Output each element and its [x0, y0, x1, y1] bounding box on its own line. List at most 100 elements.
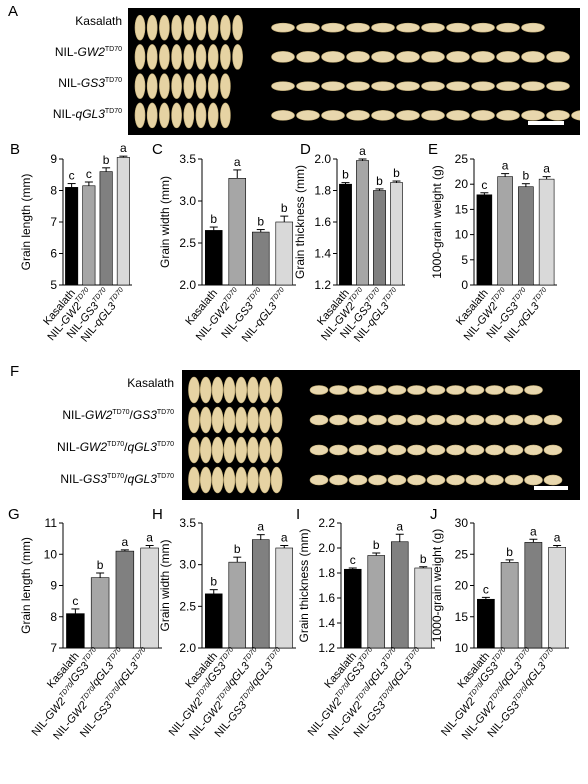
- grain-seed: [146, 73, 158, 99]
- grain-seed: [259, 436, 271, 464]
- photo-a-row-label-gs3: NIL-GS3TD70: [58, 76, 122, 90]
- panel-letter-i: I: [296, 506, 301, 523]
- grain-seed: [396, 110, 420, 121]
- grain-seed: [259, 406, 271, 434]
- significance-letter: b: [97, 558, 104, 572]
- grain-seed: [524, 414, 543, 426]
- grain-seed: [183, 14, 195, 41]
- category-gene: GS3: [499, 699, 523, 724]
- bar: [497, 176, 513, 286]
- grain-seed: [188, 376, 200, 404]
- y-tick-label: 11: [45, 516, 58, 530]
- category-slash: /: [66, 676, 78, 687]
- grain-seed: [188, 406, 200, 434]
- y-tick-label: 1.6: [314, 215, 331, 229]
- grain-seed: [407, 414, 426, 426]
- grain-seed: [195, 44, 207, 70]
- y-tick-label: 3.5: [179, 152, 196, 166]
- photo-a-row-label-kasalath: Kasalath: [75, 14, 122, 28]
- significance-letter: c: [481, 178, 487, 192]
- category-sup: TD70: [109, 286, 125, 304]
- grain-seed: [496, 110, 520, 121]
- grain-seed: [421, 51, 445, 63]
- bar: [538, 178, 555, 286]
- photo-f-row-label-gs3-qgl3: NIL-GS3TD70/qGL3TD70: [60, 472, 174, 486]
- y-tick-label: 30: [455, 516, 469, 530]
- y-tick-label: 1.8: [314, 184, 331, 198]
- row-label-part: GS3: [83, 472, 108, 486]
- category-sup: TD70: [491, 646, 507, 664]
- category-gene: qGL3: [115, 659, 142, 688]
- category-slash: /: [113, 680, 125, 691]
- grain-seed: [368, 474, 387, 486]
- grain-seed: [521, 51, 545, 63]
- panel-letter-j: J: [430, 506, 438, 523]
- grain-seed: [426, 414, 446, 426]
- panel-letter-f: F: [10, 363, 20, 380]
- y-tick-label: 3.5: [179, 516, 196, 530]
- grain-seed: [259, 466, 271, 494]
- y-tick-label: 6: [50, 247, 57, 261]
- grain-seed: [247, 436, 259, 464]
- bar: [204, 593, 223, 649]
- grain-seed: [223, 406, 236, 434]
- photo-f-row-label-kasalath: Kasalath: [127, 376, 174, 390]
- significance-letter: b: [506, 545, 513, 559]
- category-sup: TD70: [490, 286, 506, 304]
- row-label-part: /: [129, 408, 133, 422]
- grain-seed: [247, 466, 259, 494]
- grain-seed: [368, 414, 387, 426]
- bar: [500, 562, 519, 649]
- grain-photo-f: [182, 370, 580, 500]
- category-gene: qGL3: [388, 659, 415, 688]
- grain-seed: [471, 81, 495, 91]
- grain-seed: [171, 102, 182, 129]
- significance-letter: b: [342, 168, 349, 182]
- category-sup: TD70: [106, 646, 122, 664]
- grain-seed: [465, 444, 485, 456]
- significance-letter: b: [210, 575, 217, 589]
- bar: [66, 613, 85, 649]
- row-label-part: GS3: [132, 408, 157, 422]
- category-gene: GS3: [365, 699, 389, 724]
- scale-bar: [534, 486, 568, 490]
- significance-letter: b: [103, 153, 110, 167]
- grain-seed: [211, 376, 224, 404]
- grain-seed: [220, 14, 231, 41]
- grain-seed: [426, 385, 446, 395]
- grain-seed: [348, 414, 368, 426]
- y-tick-label: 2.0: [179, 278, 196, 292]
- row-label-part: /: [124, 472, 128, 486]
- significance-letter: a: [396, 519, 403, 533]
- grain-seed: [146, 14, 158, 41]
- y-axis-label: Grain length (mm): [19, 537, 33, 634]
- grain-seed: [407, 474, 426, 486]
- bar: [367, 555, 386, 649]
- significance-letter: b: [373, 538, 380, 552]
- grain-seed: [446, 81, 470, 91]
- grain-seed: [199, 406, 212, 434]
- grain-seed: [134, 73, 146, 99]
- significance-letter: b: [210, 212, 217, 226]
- category-sup: TD70: [270, 286, 286, 304]
- category-sup: TD70: [515, 646, 531, 664]
- bar: [90, 577, 110, 649]
- grain-seed: [271, 51, 295, 63]
- grain-seed: [504, 474, 524, 486]
- significance-letter: a: [543, 162, 550, 176]
- grain-seed: [329, 474, 348, 486]
- significance-letter: b: [234, 542, 241, 556]
- bar: [228, 178, 247, 286]
- category-gene: qGL3: [522, 659, 549, 688]
- grain-seed: [496, 22, 520, 33]
- category-sup: TD70: [219, 646, 235, 664]
- row-label-prefix: NIL-: [60, 472, 84, 486]
- grain-seed: [504, 444, 524, 456]
- y-axis-label: 1000-grain weight (g): [430, 165, 444, 278]
- grain-seed: [223, 436, 236, 464]
- y-tick-label: 8: [50, 610, 57, 624]
